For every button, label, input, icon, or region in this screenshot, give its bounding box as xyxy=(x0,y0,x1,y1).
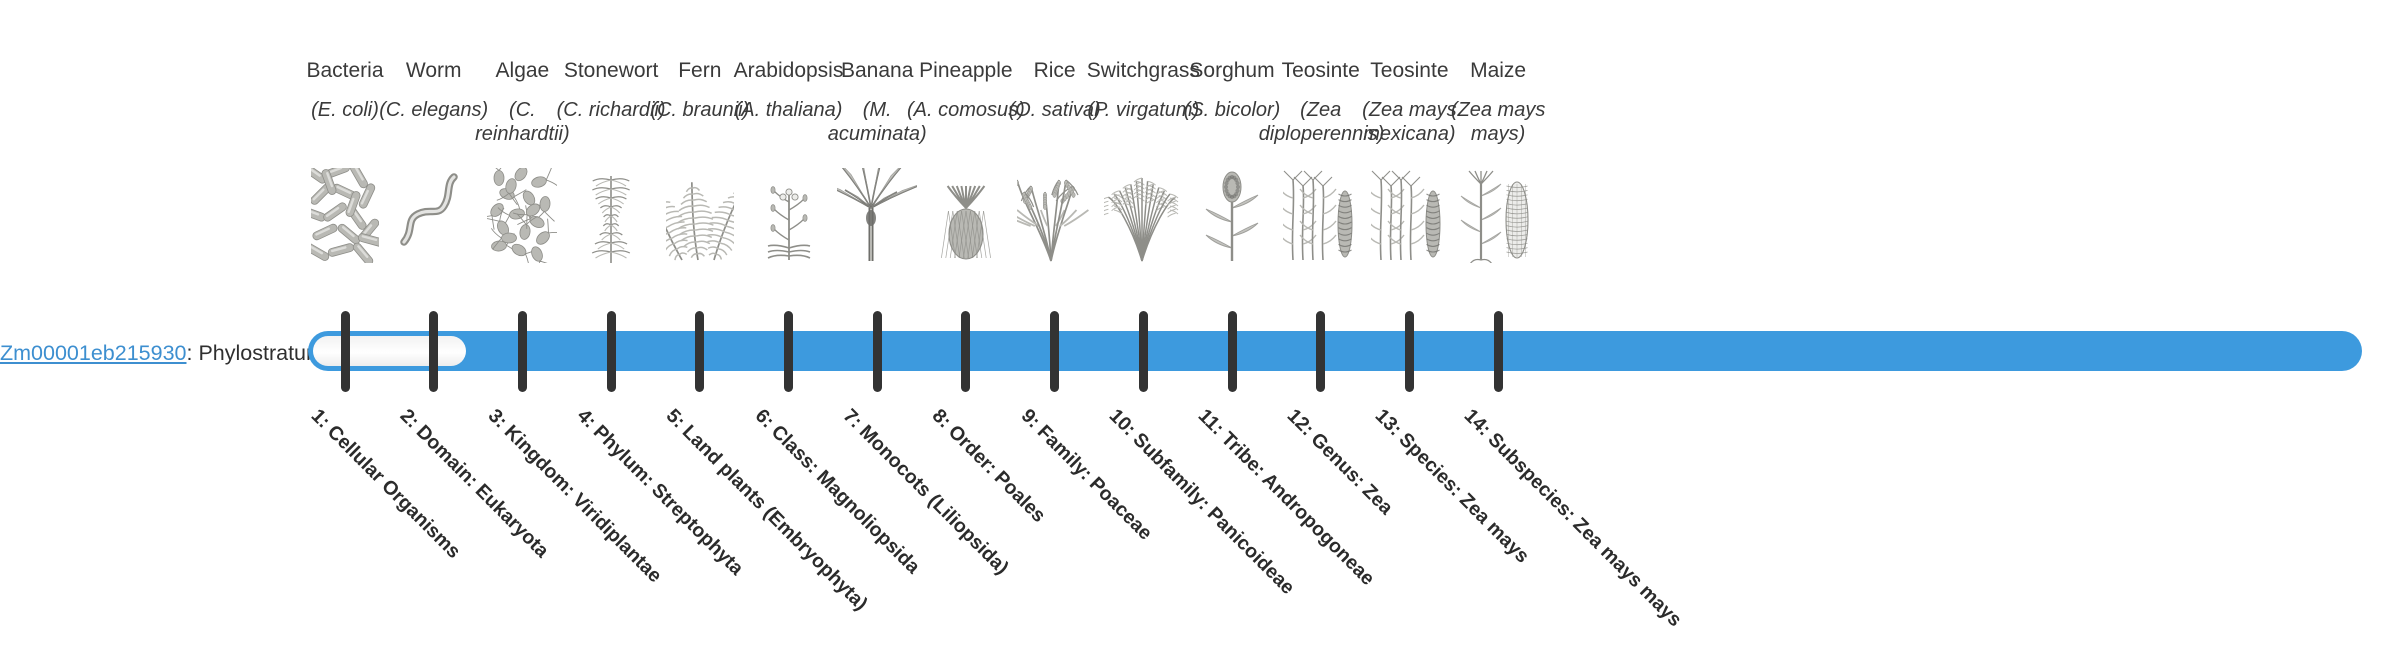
species-common-name: Algae xyxy=(495,59,550,82)
phylostratum-name: Subspecies: Zea mays mays xyxy=(1483,428,1687,632)
phylostratum-tick-2[interactable] xyxy=(429,311,439,392)
species-latin-name: (C. elegans) xyxy=(379,98,489,121)
species-latin-name: (C. richardii) xyxy=(556,98,666,121)
phylostratum-name: Phylum: Streptophyta xyxy=(588,420,748,580)
sorghum-stalk-icon xyxy=(1184,168,1280,263)
species-header-arabidopsis: Arabidopsis (A. thaliana) xyxy=(727,58,851,122)
species-header-fern: Fern (C. braunii) xyxy=(638,58,762,122)
gene-label-separator: : xyxy=(186,341,199,365)
phylostratum-tick-7[interactable] xyxy=(872,311,882,392)
phylostratum-tick-12[interactable] xyxy=(1316,311,1326,392)
species-header-teosinte: Teosinte (Zea diploperennis) xyxy=(1258,58,1385,146)
algae-cells-icon xyxy=(474,168,570,263)
species-common-name: Pineapple xyxy=(919,59,1013,82)
species-common-name: Maize xyxy=(1470,59,1527,82)
species-header-rice: Rice (O. sativa) xyxy=(993,58,1117,122)
phylostratum-tick-9[interactable] xyxy=(1050,311,1060,392)
phylostratum-tick-11[interactable] xyxy=(1227,311,1237,392)
rice-grass-icon xyxy=(1007,168,1103,263)
phylostratum-tick-1[interactable] xyxy=(340,311,350,392)
phylostratum-number: 11: xyxy=(1193,404,1229,440)
species-latin-name: (A. comosus) xyxy=(906,98,1025,121)
species-common-name: Bacteria xyxy=(306,59,384,82)
phylostratum-name: Land plants (Embryophyta) xyxy=(677,420,872,615)
species-latin-name: (C. braunii) xyxy=(650,98,750,121)
phylostratum-tick-3[interactable] xyxy=(517,311,527,392)
phylostratum-tick-5[interactable] xyxy=(695,311,705,392)
species-header-maize: Maize (Zea mays mays) xyxy=(1436,58,1560,146)
species-common-name: Stonewort xyxy=(563,59,659,82)
phylostratum-number: 14: xyxy=(1459,404,1496,441)
species-latin-name: (C. reinhardtii) xyxy=(475,98,570,145)
phylostratum-bar-track[interactable] xyxy=(308,331,2362,371)
species-latin-name: (P. virgatum) xyxy=(1087,98,1200,121)
species-header-switchgrass: Switchgrass (P. virgatum) xyxy=(1081,58,1205,122)
species-latin-name: (Zea diploperennis) xyxy=(1258,98,1385,145)
phylostratum-bar-unfilled xyxy=(313,336,466,366)
species-header-pineapple: Pineapple (A. comosus) xyxy=(904,58,1028,122)
phylostratigraphy-visualization: Zm00001eb215930: Phylostratum 2 Bacteria… xyxy=(0,58,2362,631)
phylostratum-tick-10[interactable] xyxy=(1138,311,1148,392)
species-latin-name: (Zea mays mexicana) xyxy=(1362,98,1457,145)
teosinte-plant-ear-icon xyxy=(1273,168,1369,263)
species-header-banana: Banana (M. acuminata) xyxy=(815,58,939,146)
species-common-name: Arabidopsis xyxy=(733,59,844,82)
phylostratum-number: 13: xyxy=(1371,404,1407,441)
species-header-worm: Worm (C. elegans) xyxy=(372,58,496,122)
arabidopsis-rosette-icon xyxy=(741,168,837,263)
gene-phylostratum-label: Zm00001eb215930: Phylostratum 2 xyxy=(0,341,342,366)
species-latin-name: (A. thaliana) xyxy=(734,98,843,121)
pineapple-fruit-icon xyxy=(918,168,1014,263)
stonewort-strands-icon xyxy=(563,168,659,263)
fern-fronds-icon xyxy=(652,168,748,263)
phylostratum-tick-8[interactable] xyxy=(961,311,971,392)
species-header-algae: Algae (C. reinhardtii) xyxy=(460,58,584,146)
species-common-name: Banana xyxy=(840,59,914,82)
nematode-worm-icon xyxy=(386,168,482,263)
banana-palm-icon xyxy=(829,168,925,263)
phylostratum-name: Subfamily: Panicoideae xyxy=(1128,428,1300,599)
species-common-name: Sorghum xyxy=(1189,59,1275,82)
phylostratum-tick-14[interactable] xyxy=(1493,311,1503,392)
phylostratum-name: Monocots (Liliopsida) xyxy=(855,420,1014,579)
species-common-name: Fern xyxy=(678,59,722,82)
maize-plant-cob-icon xyxy=(1450,168,1546,263)
species-latin-name: (S. bicolor) xyxy=(1183,98,1281,121)
species-header-bacteria: Bacteria (E. coli) xyxy=(283,58,407,122)
species-latin-name: (E. coli) xyxy=(311,98,379,121)
species-common-name: Rice xyxy=(1033,59,1076,82)
phylostratum-name: Kingdom: Viridiplantae xyxy=(500,420,667,588)
phylostratum-tick-13[interactable] xyxy=(1404,311,1414,392)
teosinte-plant-ear-icon xyxy=(1361,168,1457,263)
bacteria-rods-icon xyxy=(297,168,393,263)
phylostratum-name: Genus: Zea xyxy=(1306,428,1397,520)
gene-id-link[interactable]: Zm00001eb215930 xyxy=(0,341,187,365)
species-common-name: Teosinte xyxy=(1370,59,1449,82)
species-header-stonewort: Stonewort (C. richardii) xyxy=(549,58,673,122)
species-header-teosinte: Teosinte (Zea mays mexicana) xyxy=(1347,58,1471,146)
species-latin-name: (M. acuminata) xyxy=(827,98,927,145)
phylostratum-number: 12: xyxy=(1282,404,1318,441)
species-common-name: Teosinte xyxy=(1281,59,1360,82)
switchgrass-clump-icon xyxy=(1095,168,1191,263)
species-common-name: Switchgrass xyxy=(1086,59,1200,82)
phylostratum-tick-6[interactable] xyxy=(784,311,793,392)
species-common-name: Worm xyxy=(405,59,462,82)
species-latin-name: (Zea mays mays) xyxy=(1450,98,1546,145)
species-latin-name: (O. sativa) xyxy=(1008,98,1101,121)
phylostratum-name: Tribe: Andropogoneae xyxy=(1216,427,1379,590)
phylostratum-tick-4[interactable] xyxy=(606,311,616,392)
phylostratum-number: 10: xyxy=(1105,404,1141,441)
species-header-sorghum: Sorghum (S. bicolor) xyxy=(1170,58,1294,122)
phylostratum-name: Class: Magnoliopsida xyxy=(766,420,924,579)
